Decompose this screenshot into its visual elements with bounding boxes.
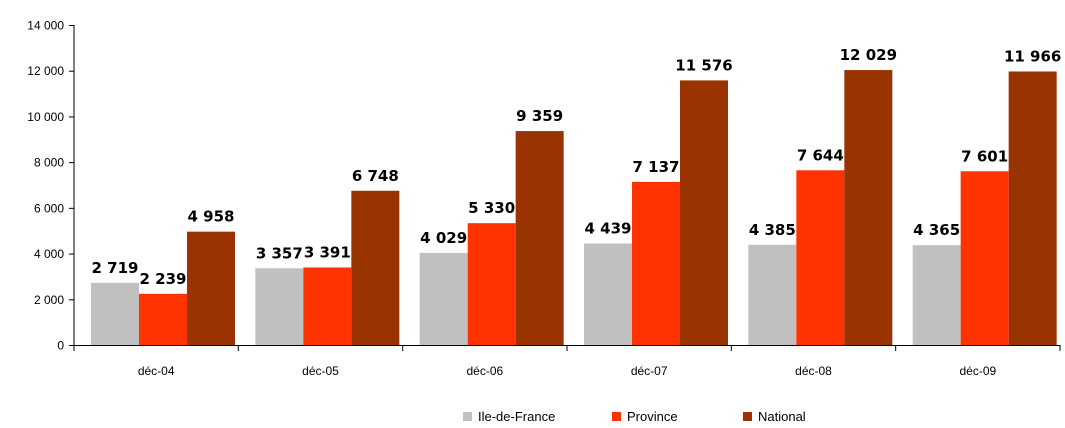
- data-label: 11 576: [675, 56, 732, 74]
- bar: [748, 244, 797, 345]
- x-tick-label: déc-04: [138, 364, 175, 378]
- y-axis: 0 2 000 4 000 6 000 8 000 10 000 12 000 14 000: [27, 19, 75, 353]
- data-label: 7 644: [797, 146, 844, 164]
- bar: [139, 293, 187, 345]
- data-label: 3 391: [304, 243, 351, 261]
- x-tick-label: déc-08: [795, 364, 832, 378]
- legend: Ile-de-France Province National: [463, 409, 806, 424]
- y-tick-label: 6 000: [34, 201, 64, 215]
- bar: [796, 170, 845, 345]
- data-label: 5 330: [468, 199, 515, 217]
- data-label: 4 365: [913, 221, 960, 239]
- y-tick-label: 4 000: [34, 247, 64, 261]
- data-label: 3 357: [256, 244, 303, 262]
- bar: [187, 231, 235, 345]
- y-tick-label: 10 000: [27, 110, 64, 124]
- data-label: 4 439: [585, 220, 632, 238]
- y-tick-label: 0: [57, 339, 64, 353]
- data-label: 9 359: [516, 107, 563, 125]
- bar: [303, 267, 352, 345]
- data-label: 4 029: [420, 229, 467, 247]
- bar: [351, 190, 400, 345]
- legend-label: Ile-de-France: [478, 409, 555, 424]
- bar: [844, 70, 893, 346]
- data-label: 2 719: [92, 259, 139, 277]
- data-label: 11 966: [1004, 47, 1061, 65]
- bar: [419, 252, 468, 345]
- bar: [91, 282, 139, 345]
- data-label: 4 385: [749, 221, 796, 239]
- legend-swatch: [743, 412, 752, 421]
- x-tick-label: déc-07: [631, 364, 668, 378]
- bar: [467, 223, 516, 345]
- data-label: 7 137: [633, 158, 680, 176]
- data-label: 2 239: [140, 270, 187, 288]
- legend-swatch: [463, 412, 472, 421]
- y-tick-label: 12 000: [27, 64, 64, 78]
- bar: [680, 80, 728, 346]
- bar: [632, 181, 680, 345]
- x-axis: déc-04 déc-05 déc-06 déc-07 déc-08 déc-09: [73, 345, 1061, 378]
- x-tick-label: déc-06: [466, 364, 503, 378]
- legend-label: National: [758, 409, 806, 424]
- bar: [255, 268, 304, 345]
- x-tick-label: déc-09: [959, 364, 996, 378]
- legend-label: Province: [627, 409, 678, 424]
- bar: [912, 245, 961, 345]
- legend-swatch: [612, 412, 621, 421]
- bar: [960, 171, 1009, 345]
- y-tick-label: 14 000: [27, 19, 64, 33]
- y-tick-label: 2 000: [34, 293, 64, 307]
- data-label: 12 029: [840, 46, 897, 64]
- bar: [515, 131, 564, 345]
- bar: [1008, 71, 1057, 346]
- data-label: 4 958: [188, 208, 235, 226]
- x-tick-label: déc-05: [302, 364, 339, 378]
- data-label: 6 748: [352, 167, 399, 185]
- bars: [91, 70, 1057, 346]
- bar: [584, 243, 632, 345]
- y-tick-label: 8 000: [34, 156, 64, 170]
- data-label: 7 601: [961, 147, 1008, 165]
